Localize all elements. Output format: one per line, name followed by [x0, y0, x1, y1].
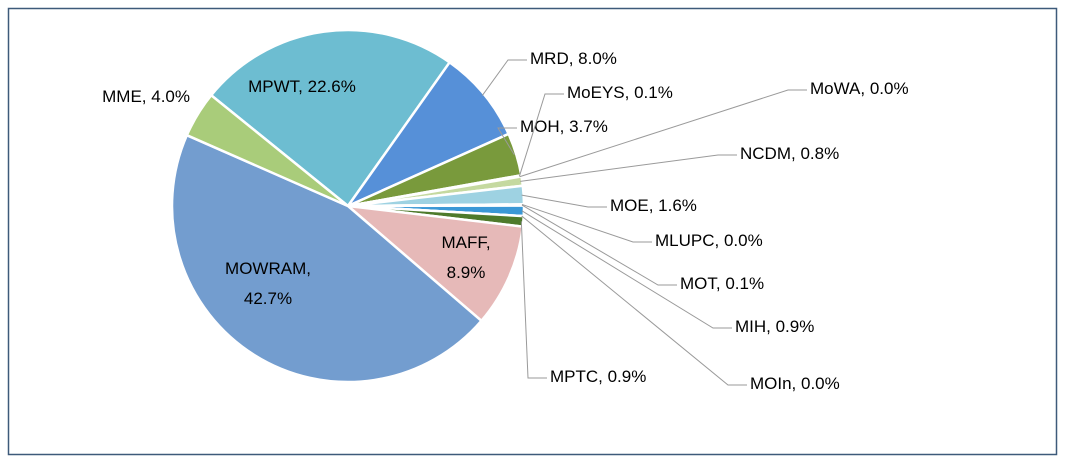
data-label: MOH, 3.7% — [520, 117, 608, 136]
data-label: MPTC, 0.9% — [550, 367, 646, 386]
data-label: MOE, 1.6% — [610, 196, 697, 215]
leader-line — [521, 215, 747, 386]
data-label: MOT, 0.1% — [680, 274, 764, 293]
leader-line — [521, 203, 652, 243]
data-label: MIH, 0.9% — [735, 317, 814, 336]
pie-slice — [185, 93, 349, 208]
labels: MPWT, 22.6% MRD, 8.0% MOH, 3.7% MoEYS, 0.1%… — [102, 49, 908, 393]
leader-line — [520, 154, 737, 182]
data-label: MLUPC, 0.0% — [655, 231, 763, 250]
pie-slice — [170, 133, 484, 384]
data-label: MoWA, 0.0% — [810, 79, 909, 98]
leader-line — [497, 127, 517, 156]
data-label: MME, 4.0% — [102, 87, 190, 106]
data-label: MRD, 8.0% — [530, 49, 617, 68]
leader-line — [518, 93, 564, 177]
data-label: MAFF, 8.9% — [441, 233, 490, 282]
leader-line — [481, 59, 527, 96]
data-label: MOIn, 0.0% — [750, 374, 840, 393]
leader-line — [520, 221, 547, 379]
data-label: MOWRAM, 42.7% — [225, 259, 311, 308]
data-label: MoEYS, 0.1% — [567, 83, 673, 102]
data-label: MPWT, 22.6% — [248, 77, 356, 96]
leader-line — [521, 204, 677, 286]
pie-slice — [209, 28, 452, 208]
leader-line — [521, 210, 732, 329]
chart-frame — [7, 7, 1058, 456]
slices — [170, 28, 526, 384]
pie-slice — [344, 204, 525, 323]
leader-line — [521, 194, 607, 208]
data-label: NCDM, 0.8% — [740, 144, 839, 163]
leader-line — [519, 89, 807, 178]
